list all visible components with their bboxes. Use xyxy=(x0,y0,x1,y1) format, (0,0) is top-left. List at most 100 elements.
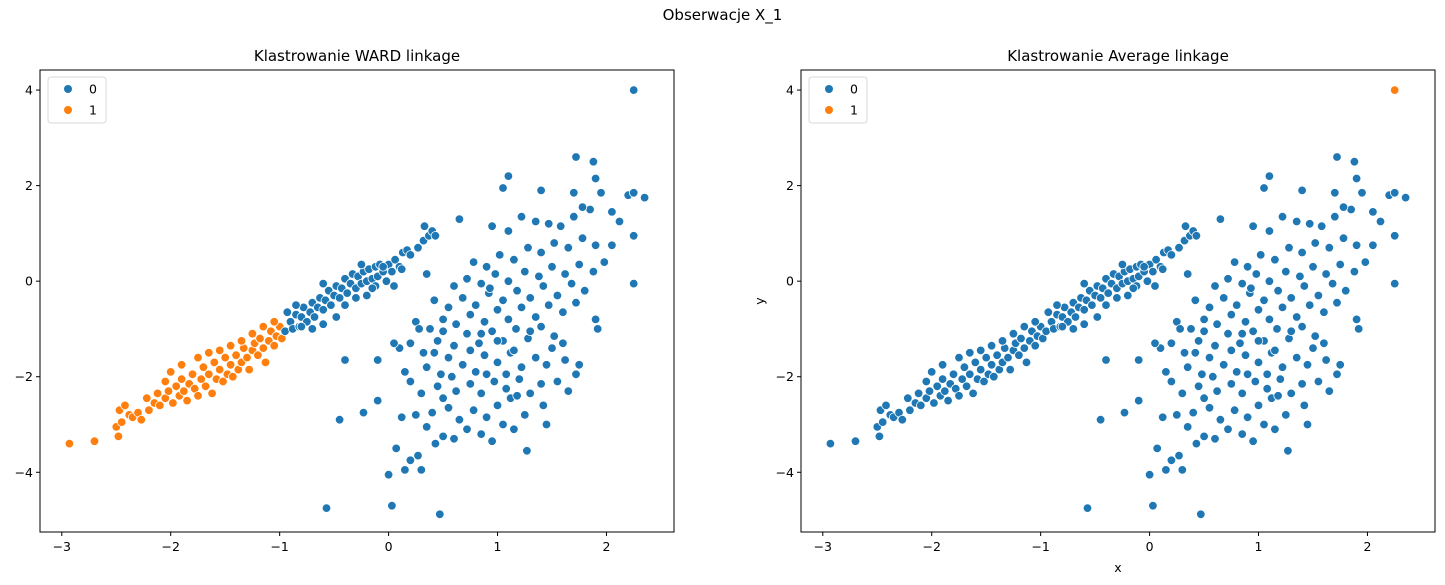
data-point xyxy=(228,372,238,382)
data-point xyxy=(334,293,345,303)
data-point xyxy=(541,360,552,370)
data-point xyxy=(1182,269,1193,279)
data-point xyxy=(976,364,986,375)
data-point xyxy=(1253,336,1264,346)
data-point xyxy=(492,336,503,346)
data-point xyxy=(1128,283,1139,294)
data-point xyxy=(1166,376,1177,387)
data-point xyxy=(560,269,570,279)
data-point xyxy=(309,312,320,322)
data-point xyxy=(1019,321,1030,332)
data-point xyxy=(874,431,885,442)
data-point xyxy=(1210,434,1220,444)
data-point xyxy=(1223,329,1233,339)
data-point xyxy=(1182,362,1193,372)
data-point xyxy=(458,293,468,303)
data-point xyxy=(1253,400,1264,411)
data-point xyxy=(1188,407,1198,418)
data-point xyxy=(405,338,416,349)
data-point xyxy=(443,403,454,413)
data-point xyxy=(492,400,503,411)
data-point xyxy=(531,352,541,363)
data-point xyxy=(465,309,476,320)
data-point xyxy=(937,374,948,384)
data-point xyxy=(629,278,639,289)
data-point xyxy=(536,379,546,389)
data-point xyxy=(1199,326,1209,337)
data-point xyxy=(1299,400,1310,411)
data-point xyxy=(1242,369,1253,380)
data-point xyxy=(438,314,448,325)
data-point xyxy=(1319,307,1329,317)
data-point xyxy=(629,188,639,198)
data-point xyxy=(1210,341,1220,351)
data-point xyxy=(334,415,345,425)
data-point xyxy=(1330,211,1340,222)
data-point xyxy=(476,329,486,339)
data-point xyxy=(318,305,328,315)
data-point xyxy=(476,278,486,289)
data-point xyxy=(1299,281,1310,291)
data-point xyxy=(253,350,263,360)
data-point xyxy=(430,438,441,449)
data-point xyxy=(1148,266,1158,277)
data-point xyxy=(556,221,566,231)
y-tick-label: 0 xyxy=(786,274,794,289)
data-point xyxy=(577,202,588,212)
data-point xyxy=(577,233,588,243)
data-point xyxy=(255,333,265,344)
legend-marker-icon xyxy=(825,85,833,93)
data-point xyxy=(387,266,397,277)
data-point xyxy=(590,314,601,325)
data-point xyxy=(405,376,416,387)
data-point xyxy=(538,281,549,291)
data-point xyxy=(1316,221,1327,231)
x-tick-label: 2 xyxy=(1363,539,1371,554)
data-point xyxy=(544,300,554,310)
data-point xyxy=(465,345,476,356)
data-point xyxy=(574,259,584,270)
x-tick-label: −2 xyxy=(923,539,941,554)
data-point xyxy=(1226,379,1237,389)
data-point xyxy=(89,436,100,446)
data-point xyxy=(503,276,514,286)
data-point xyxy=(593,324,603,334)
data-point xyxy=(571,152,581,162)
data-point xyxy=(1186,324,1196,334)
data-point xyxy=(536,247,546,258)
data-point xyxy=(588,266,599,277)
data-point xyxy=(1310,331,1320,341)
data-point xyxy=(1319,338,1329,349)
data-point xyxy=(413,242,423,253)
data-point xyxy=(383,470,394,480)
data-point xyxy=(1215,214,1226,224)
data-point xyxy=(1281,410,1291,420)
legend-box xyxy=(47,76,107,124)
data-point xyxy=(921,376,932,387)
data-point xyxy=(1335,259,1345,270)
data-point xyxy=(1264,314,1275,325)
x-tick-label: −1 xyxy=(1031,539,1049,554)
data-point xyxy=(1003,352,1013,363)
data-point xyxy=(405,455,416,466)
data-point xyxy=(1166,455,1177,466)
data-point xyxy=(520,266,530,277)
data-point xyxy=(558,338,568,349)
data-point xyxy=(1240,350,1251,360)
x-tick-label: 1 xyxy=(494,539,502,554)
data-point xyxy=(411,410,421,420)
data-point xyxy=(522,446,532,456)
data-point xyxy=(503,171,514,181)
data-point xyxy=(326,300,336,310)
data-point xyxy=(1357,188,1367,198)
data-point xyxy=(1351,314,1362,325)
data-point xyxy=(929,398,939,408)
data-point xyxy=(954,352,964,363)
data-point xyxy=(501,369,511,380)
data-point xyxy=(1242,262,1253,272)
data-point xyxy=(986,341,997,351)
data-point xyxy=(1095,415,1106,425)
data-point xyxy=(1321,269,1331,279)
data-point xyxy=(451,319,461,329)
